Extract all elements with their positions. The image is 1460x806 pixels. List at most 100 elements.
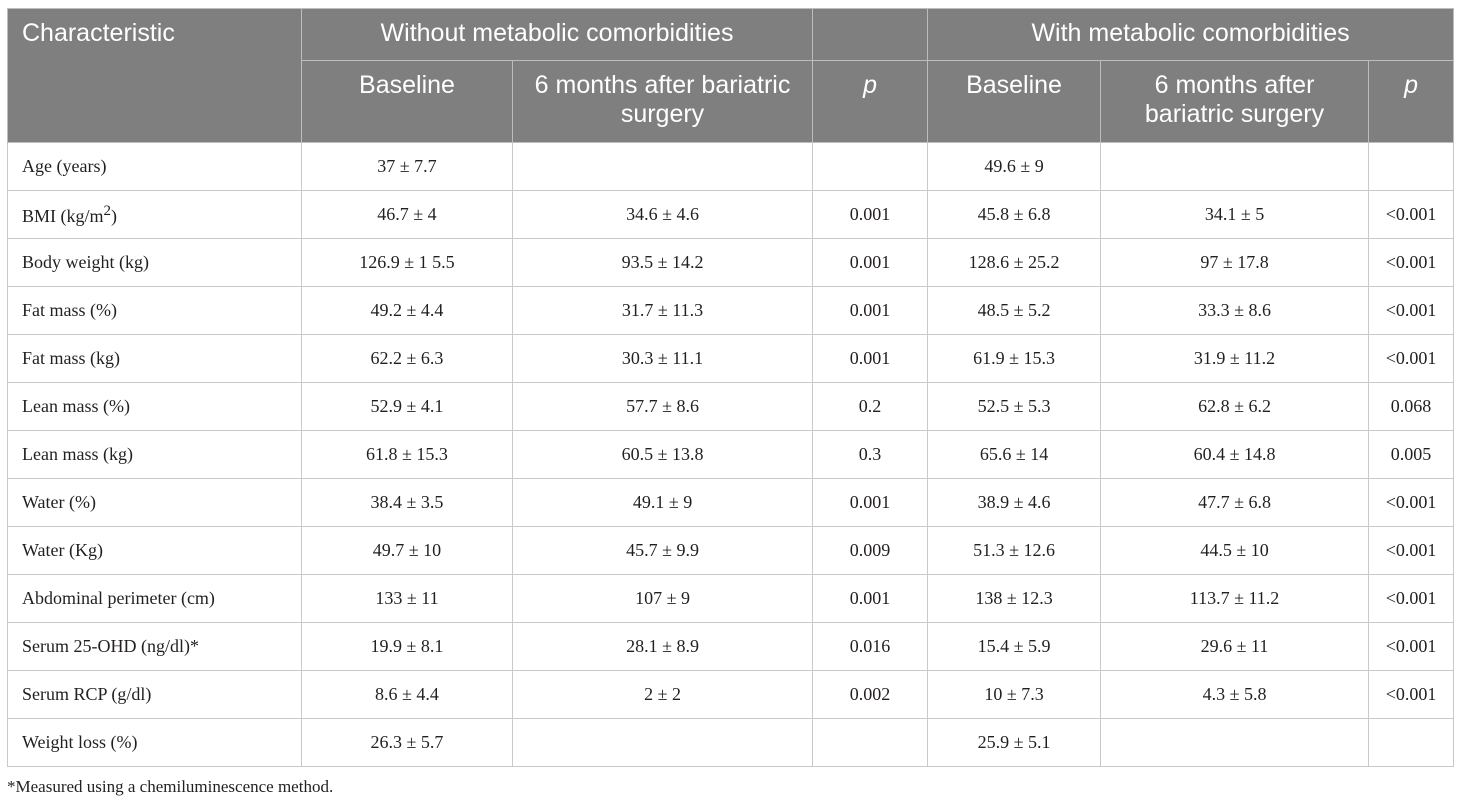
table-row: Lean mass (kg) 61.8 ± 15.3 60.5 ± 13.8 0…	[7, 430, 1455, 479]
cell-p-without	[812, 718, 929, 767]
cell-baseline-with: 48.5 ± 5.2	[927, 286, 1102, 335]
row-label-text: BMI (kg/m	[22, 205, 104, 226]
table-row: Water (Kg) 49.7 ± 10 45.7 ± 9.9 0.009 51…	[7, 526, 1455, 575]
cell-p-with: <0.001	[1368, 334, 1455, 383]
cell-p-with: 0.068	[1368, 382, 1455, 431]
cell-p-with	[1368, 142, 1455, 191]
cell-baseline-with: 52.5 ± 5.3	[927, 382, 1102, 431]
cell-p-with: <0.001	[1368, 526, 1455, 575]
cell-after-with: 47.7 ± 6.8	[1100, 478, 1370, 527]
table-row: Lean mass (%) 52.9 ± 4.1 57.7 ± 8.6 0.2 …	[7, 382, 1455, 431]
comorbidities-table: Characteristic Without metabolic comorbi…	[7, 8, 1455, 767]
header-after-without: 6 months after bariatric surgery	[511, 60, 814, 143]
row-label-superscript: 2	[103, 202, 112, 219]
cell-after-without: 45.7 ± 9.9	[511, 526, 814, 575]
table-row: Weight loss (%) 26.3 ± 5.7 25.9 ± 5.1	[7, 718, 1455, 767]
cell-baseline-with: 15.4 ± 5.9	[927, 622, 1102, 671]
row-label: BMI (kg/m2)	[7, 190, 302, 239]
cell-p-with: <0.001	[1368, 238, 1455, 287]
cell-p-with: <0.001	[1368, 670, 1455, 719]
cell-baseline-with: 45.8 ± 6.8	[927, 190, 1102, 239]
cell-baseline-without: 37 ± 7.7	[301, 142, 513, 191]
header-group-with: With metabolic comorbidities	[927, 8, 1455, 61]
cell-baseline-with: 51.3 ± 12.6	[927, 526, 1102, 575]
table-row: Fat mass (%) 49.2 ± 4.4 31.7 ± 11.3 0.00…	[7, 286, 1455, 335]
cell-after-with: 60.4 ± 14.8	[1100, 430, 1370, 479]
cell-p-without: 0.001	[812, 574, 929, 623]
row-label: Water (Kg)	[7, 526, 302, 575]
cell-p-without: 0.001	[812, 190, 929, 239]
row-label-suffix: )	[111, 205, 118, 226]
row-label: Serum 25-OHD (ng/dl)*	[7, 622, 302, 671]
row-label: Body weight (kg)	[7, 238, 302, 287]
cell-p-without: 0.001	[812, 238, 929, 287]
cell-baseline-without: 46.7 ± 4	[301, 190, 513, 239]
cell-baseline-with: 49.6 ± 9	[927, 142, 1102, 191]
row-label: Water (%)	[7, 478, 302, 527]
cell-baseline-without: 19.9 ± 8.1	[301, 622, 513, 671]
row-label: Age (years)	[7, 142, 302, 191]
cell-p-with: <0.001	[1368, 574, 1455, 623]
header-p-with: p	[1368, 60, 1455, 143]
cell-p-without: 0.002	[812, 670, 929, 719]
cell-after-with	[1100, 718, 1370, 767]
table-row: Fat mass (kg) 62.2 ± 6.3 30.3 ± 11.1 0.0…	[7, 334, 1455, 383]
table-row: Abdominal perimeter (cm) 133 ± 11 107 ± …	[7, 574, 1455, 623]
cell-baseline-without: 126.9 ± 1 5.5	[301, 238, 513, 287]
table-header: Characteristic Without metabolic comorbi…	[7, 8, 1455, 143]
cell-p-without: 0.009	[812, 526, 929, 575]
cell-p-without: 0.3	[812, 430, 929, 479]
table-row: Age (years) 37 ± 7.7 49.6 ± 9	[7, 142, 1455, 191]
header-spacer	[812, 8, 929, 61]
table-row: Serum 25-OHD (ng/dl)* 19.9 ± 8.1 28.1 ± …	[7, 622, 1455, 671]
row-label: Lean mass (%)	[7, 382, 302, 431]
cell-after-with: 29.6 ± 11	[1100, 622, 1370, 671]
cell-p-with: <0.001	[1368, 190, 1455, 239]
cell-baseline-without: 49.2 ± 4.4	[301, 286, 513, 335]
cell-baseline-with: 65.6 ± 14	[927, 430, 1102, 479]
row-label: Fat mass (kg)	[7, 334, 302, 383]
table-footnote: *Measured using a chemiluminescence meth…	[7, 777, 334, 796]
cell-baseline-without: 26.3 ± 5.7	[301, 718, 513, 767]
row-label: Serum RCP (g/dl)	[7, 670, 302, 719]
table-row: Body weight (kg) 126.9 ± 1 5.5 93.5 ± 14…	[7, 238, 1455, 287]
cell-after-without: 57.7 ± 8.6	[511, 382, 814, 431]
cell-baseline-with: 10 ± 7.3	[927, 670, 1102, 719]
table-row: Water (%) 38.4 ± 3.5 49.1 ± 9 0.001 38.9…	[7, 478, 1455, 527]
cell-p-without: 0.2	[812, 382, 929, 431]
cell-after-without	[511, 718, 814, 767]
cell-after-without	[511, 142, 814, 191]
cell-baseline-without: 133 ± 11	[301, 574, 513, 623]
cell-after-without: 30.3 ± 11.1	[511, 334, 814, 383]
header-characteristic: Characteristic	[7, 8, 302, 143]
row-label: Fat mass (%)	[7, 286, 302, 335]
cell-p-with: <0.001	[1368, 478, 1455, 527]
cell-p-without: 0.016	[812, 622, 929, 671]
cell-after-with: 62.8 ± 6.2	[1100, 382, 1370, 431]
table-body: Age (years) 37 ± 7.7 49.6 ± 9 BMI (kg/m2…	[7, 142, 1455, 767]
cell-baseline-without: 52.9 ± 4.1	[301, 382, 513, 431]
cell-after-with: 4.3 ± 5.8	[1100, 670, 1370, 719]
cell-after-with: 34.1 ± 5	[1100, 190, 1370, 239]
cell-after-without: 34.6 ± 4.6	[511, 190, 814, 239]
cell-baseline-without: 61.8 ± 15.3	[301, 430, 513, 479]
cell-after-with: 31.9 ± 11.2	[1100, 334, 1370, 383]
cell-after-without: 93.5 ± 14.2	[511, 238, 814, 287]
cell-after-with: 97 ± 17.8	[1100, 238, 1370, 287]
cell-baseline-with: 138 ± 12.3	[927, 574, 1102, 623]
cell-baseline-without: 49.7 ± 10	[301, 526, 513, 575]
cell-after-without: 31.7 ± 11.3	[511, 286, 814, 335]
cell-after-with: 44.5 ± 10	[1100, 526, 1370, 575]
cell-baseline-with: 128.6 ± 25.2	[927, 238, 1102, 287]
header-p-without: p	[812, 60, 929, 143]
cell-p-without: 0.001	[812, 478, 929, 527]
cell-baseline-without: 8.6 ± 4.4	[301, 670, 513, 719]
header-group-without: Without metabolic comorbidities	[300, 8, 814, 61]
cell-p-without	[812, 142, 929, 191]
cell-p-without: 0.001	[812, 334, 929, 383]
table-row: Serum RCP (g/dl) 8.6 ± 4.4 2 ± 2 0.002 1…	[7, 670, 1455, 719]
cell-baseline-without: 38.4 ± 3.5	[301, 478, 513, 527]
cell-p-with	[1368, 718, 1455, 767]
cell-after-with: 33.3 ± 8.6	[1100, 286, 1370, 335]
cell-after-with	[1100, 142, 1370, 191]
